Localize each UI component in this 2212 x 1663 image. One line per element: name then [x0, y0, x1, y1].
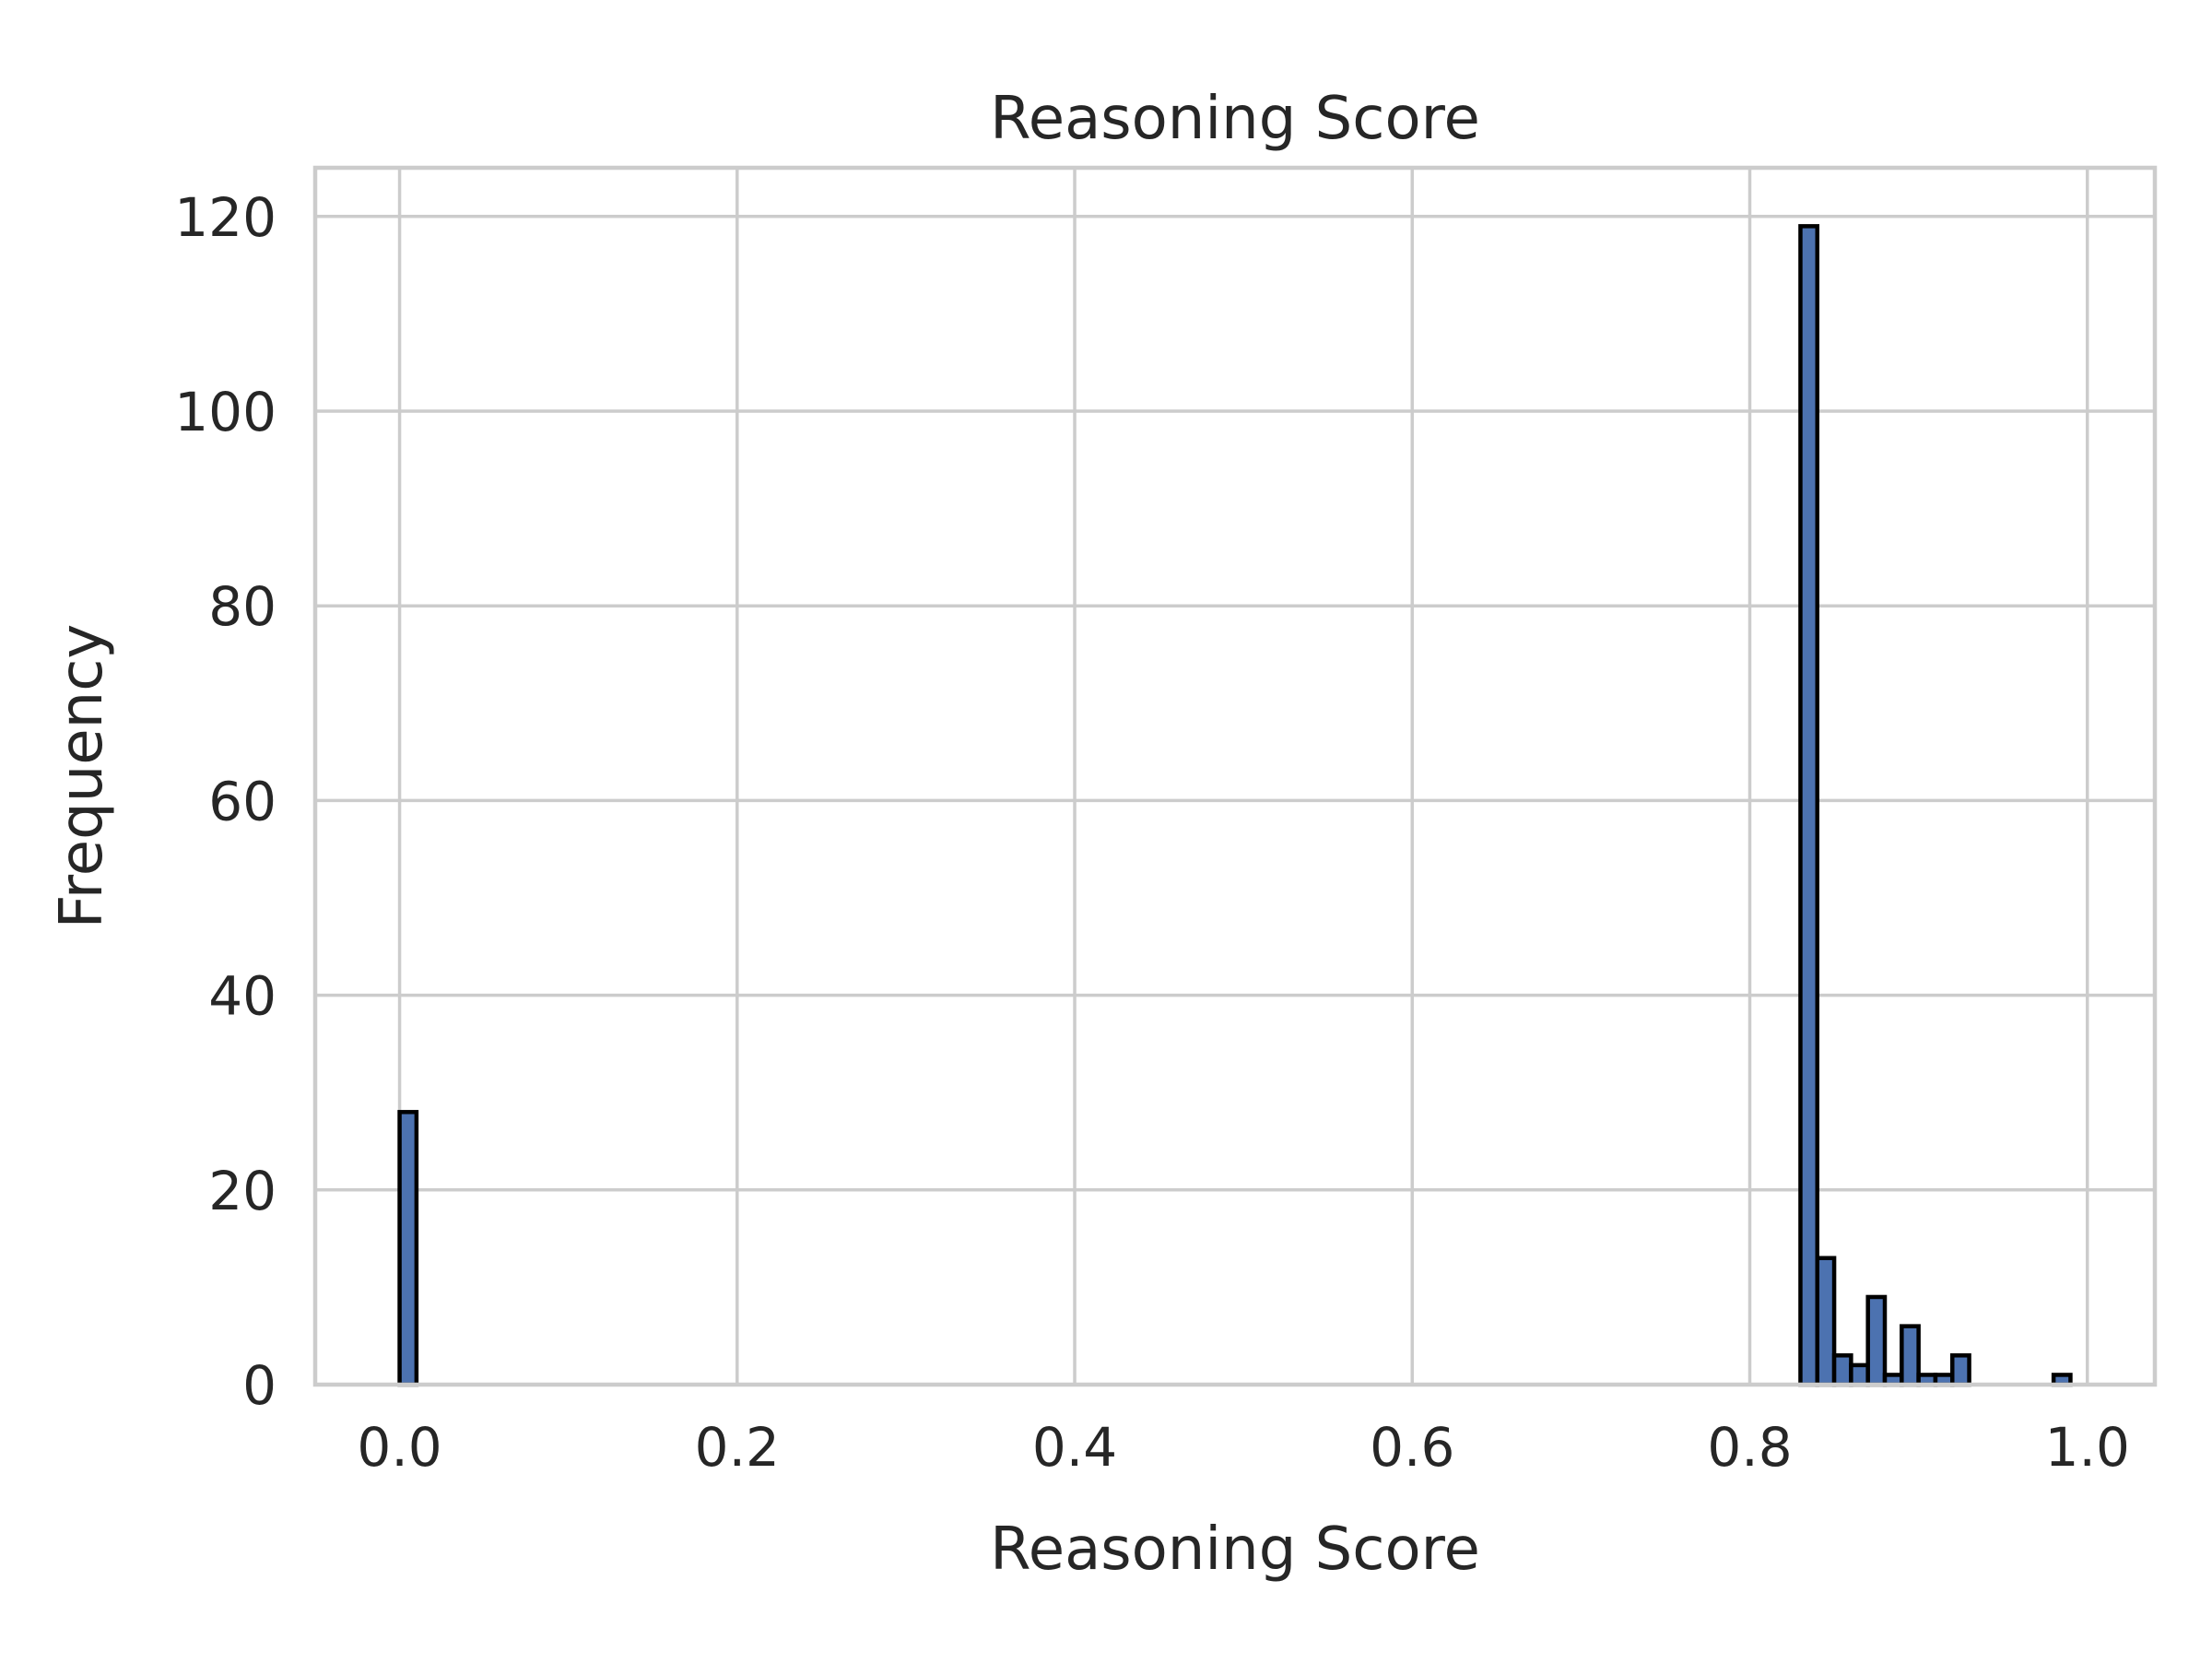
- histogram-bar: [1831, 1353, 1853, 1387]
- chart-title: Reasoning Score: [990, 85, 1480, 153]
- x-tick-label: 0.0: [357, 1416, 441, 1479]
- x-tick-label: 0.4: [1032, 1416, 1117, 1479]
- x-tick-label: 0.2: [695, 1416, 780, 1479]
- y-tick-label: 120: [174, 186, 276, 249]
- histogram-bar: [1849, 1362, 1870, 1387]
- histogram-bar: [1815, 1256, 1837, 1387]
- y-tick-label: 0: [242, 1354, 276, 1417]
- histogram-bar: [1900, 1324, 1921, 1387]
- x-tick-label: 0.6: [1370, 1416, 1454, 1479]
- y-tick-label: 40: [208, 965, 276, 1028]
- grid: [315, 168, 2155, 1386]
- tick-labels: 0.0 0.2 0.4 0.6 0.8 1.0 0 20 40 60 80 100 120: [174, 186, 2130, 1479]
- y-tick-label: 20: [208, 1160, 276, 1222]
- x-tick-label: 0.8: [1707, 1416, 1792, 1479]
- plot-frame: [312, 165, 2158, 1387]
- x-tick-label: 1.0: [2045, 1416, 2130, 1479]
- x-axis-label: Reasoning Score: [990, 1516, 1480, 1584]
- y-tick-label: 80: [208, 575, 276, 638]
- y-axis-label: Frequency: [48, 624, 116, 929]
- y-tick-label: 100: [174, 381, 276, 443]
- y-tick-label: 60: [208, 770, 276, 832]
- bars: [397, 224, 2073, 1387]
- histogram-bar: [397, 1110, 419, 1387]
- histogram-bar: [1865, 1294, 1888, 1387]
- histogram-bar: [1798, 224, 1820, 1387]
- histogram-bar: [1950, 1353, 1971, 1387]
